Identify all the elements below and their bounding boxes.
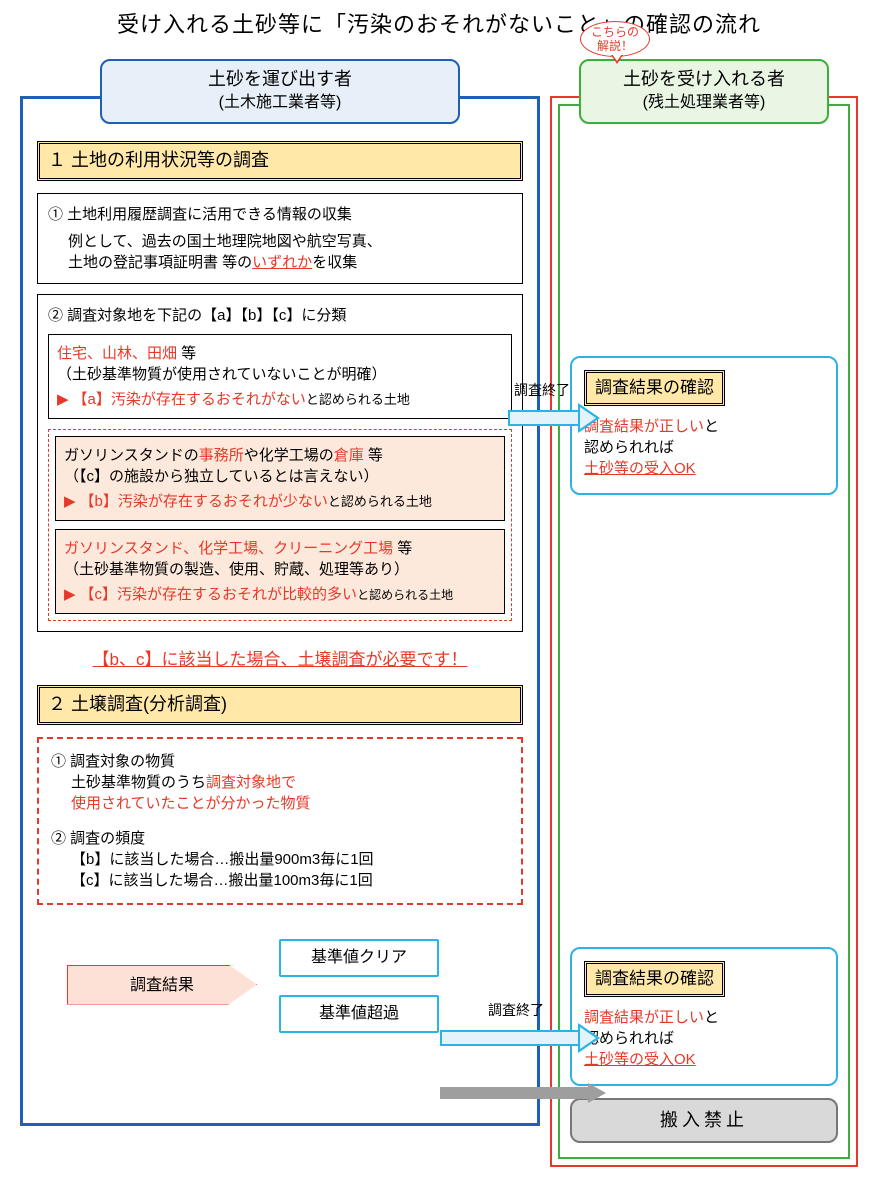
right-header: 土砂を受け入れる者 (残土処理業者等) bbox=[579, 59, 829, 125]
left-header-sub: (土木施工業者等) bbox=[112, 92, 448, 114]
arrow-survey-end-2: 調査終了 bbox=[440, 1023, 600, 1053]
section1-heading: １ 土地の利用状況等の調査 bbox=[37, 141, 523, 180]
sec1-box2: ② 調査対象地を下記の【a】【b】【c】に分類 住宅、山林、田畑 等 （土砂基準… bbox=[37, 294, 523, 632]
sec1-box1: ① 土地利用履歴調査に活用できる情報の収集 例として、過去の国土地理院地図や航空… bbox=[37, 193, 523, 284]
right-header-title: 土砂を受け入れる者 bbox=[591, 67, 817, 92]
right-header-sub: (残土処理業者等) bbox=[591, 92, 817, 114]
result-box-2: 調査結果の確認 調査結果が正しいと 認められれば 土砂等の受入OK bbox=[570, 947, 838, 1086]
sec2-b2-title: ② 調査の頻度 bbox=[51, 828, 509, 849]
arrow-to-ban bbox=[440, 1083, 606, 1103]
right-panel-red: 調査結果の確認 調査結果が正しいと 認められれば 土砂等の受入OK 調査結果の確… bbox=[550, 96, 858, 1167]
right-panel-green: 調査結果の確認 調査結果が正しいと 認められれば 土砂等の受入OK 調査結果の確… bbox=[558, 104, 850, 1159]
class-c-box: ガソリンスタンド、化学工場、クリーニング工場 等 （土砂基準物質の製造、使用、貯… bbox=[55, 529, 505, 614]
speech-bubble: こちらの解説！ bbox=[580, 21, 650, 57]
left-panel: １ 土地の利用状況等の調査 ① 土地利用履歴調査に活用できる情報の収集 例として… bbox=[20, 96, 540, 1126]
right-column: こちらの解説！ 土砂を受け入れる者 (残土処理業者等) 調査結果の確認 調査結果… bbox=[550, 59, 858, 1167]
clear-box: 基準値クリア bbox=[279, 939, 439, 977]
class-bc-wrapper: ガソリンスタンドの事務所や化学工場の倉庫 等 （【c】の施設から独立しているとは… bbox=[48, 429, 512, 621]
ban-box: 搬入禁止 bbox=[570, 1098, 838, 1143]
result-arrow: 調査結果 bbox=[67, 965, 257, 1005]
result1-heading: 調査結果の確認 bbox=[584, 370, 725, 406]
left-header: 土砂を運び出す者 (土木施工業者等) bbox=[100, 59, 460, 125]
class-b-box: ガソリンスタンドの事務所や化学工場の倉庫 等 （【c】の施設から独立しているとは… bbox=[55, 436, 505, 521]
note-bc: 【b、c】に該当した場合、土壌調査が必要です！ bbox=[37, 648, 523, 672]
sec1-b2-title: ② 調査対象地を下記の【a】【b】【c】に分類 bbox=[48, 305, 512, 326]
page-title: 受け入れる土砂等に「汚染のおそれがないこと」の確認の流れ bbox=[20, 10, 858, 41]
sec1-b1-line1: 例として、過去の国土地理院地図や航空写真、 bbox=[68, 231, 512, 252]
result-box-1: 調査結果の確認 調査結果が正しいと 認められれば 土砂等の受入OK bbox=[570, 356, 838, 495]
section2-heading: ２ 土壌調査(分析調査) bbox=[37, 685, 523, 724]
sec2-b1-title: ① 調査対象の物質 bbox=[51, 751, 509, 772]
sec1-b1-line2: 土地の登記事項証明書 等のいずれかを収集 bbox=[68, 252, 512, 273]
left-column: 土砂を運び出す者 (土木施工業者等) １ 土地の利用状況等の調査 ① 土地利用履… bbox=[20, 59, 540, 1167]
sec1-b1-title: ① 土地利用履歴調査に活用できる情報の収集 bbox=[48, 204, 512, 225]
sec2-box: ① 調査対象の物質 土砂基準物質のうち調査対象地で 使用されていたことが分かった… bbox=[37, 737, 523, 905]
arrow-survey-end-1: 調査終了 bbox=[508, 403, 600, 433]
class-a-box: 住宅、山林、田畑 等 （土砂基準物質が使用されていないことが明確） ▶【a】汚染… bbox=[48, 334, 512, 419]
result2-heading: 調査結果の確認 bbox=[584, 961, 725, 997]
over-box: 基準値超過 bbox=[279, 995, 439, 1033]
left-header-title: 土砂を運び出す者 bbox=[112, 67, 448, 92]
